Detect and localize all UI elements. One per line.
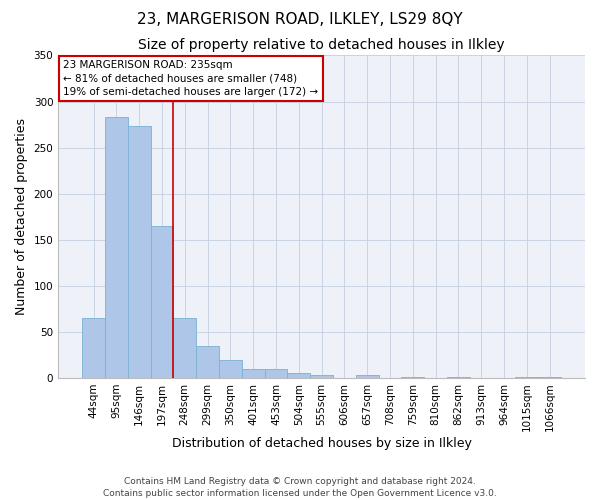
Text: 23 MARGERISON ROAD: 235sqm
← 81% of detached houses are smaller (748)
19% of sem: 23 MARGERISON ROAD: 235sqm ← 81% of deta…	[64, 60, 319, 96]
Title: Size of property relative to detached houses in Ilkley: Size of property relative to detached ho…	[138, 38, 505, 52]
Bar	[128, 126, 151, 378]
Bar	[151, 226, 173, 378]
Text: 23, MARGERISON ROAD, ILKLEY, LS29 8QY: 23, MARGERISON ROAD, ILKLEY, LS29 8QY	[137, 12, 463, 28]
Bar	[447, 377, 470, 378]
Bar	[173, 318, 196, 378]
Bar	[105, 117, 128, 378]
Bar	[310, 375, 333, 378]
Bar	[538, 377, 561, 378]
Bar	[196, 346, 219, 378]
Bar	[401, 377, 424, 378]
X-axis label: Distribution of detached houses by size in Ilkley: Distribution of detached houses by size …	[172, 437, 472, 450]
Y-axis label: Number of detached properties: Number of detached properties	[15, 118, 28, 315]
Text: Contains HM Land Registry data © Crown copyright and database right 2024.
Contai: Contains HM Land Registry data © Crown c…	[103, 476, 497, 498]
Bar	[356, 375, 379, 378]
Bar	[287, 374, 310, 378]
Bar	[219, 360, 242, 378]
Bar	[242, 368, 265, 378]
Bar	[515, 377, 538, 378]
Bar	[265, 368, 287, 378]
Bar	[82, 318, 105, 378]
